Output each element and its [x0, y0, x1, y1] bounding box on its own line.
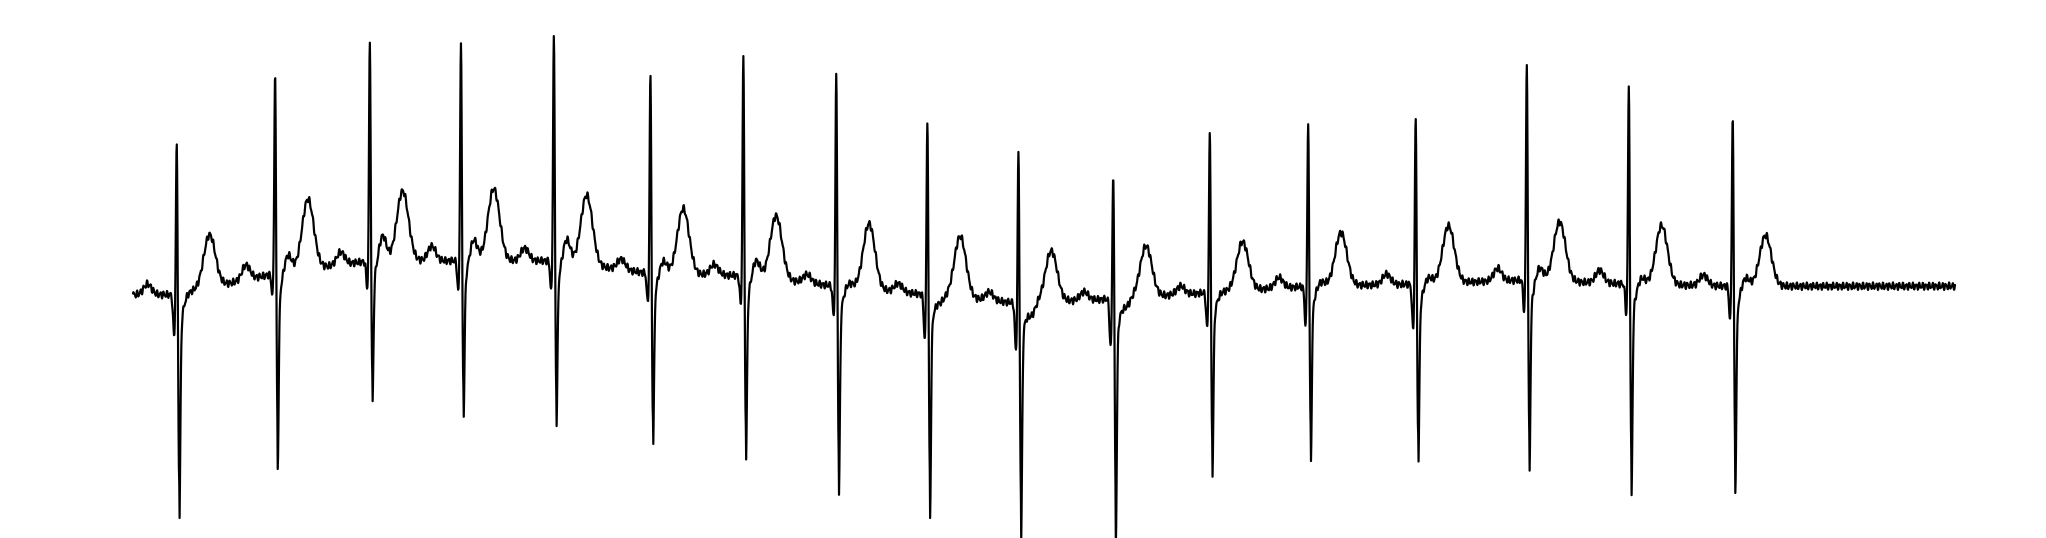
ecg-trace-line [131, 35, 1957, 538]
plot-area [131, 35, 1957, 538]
